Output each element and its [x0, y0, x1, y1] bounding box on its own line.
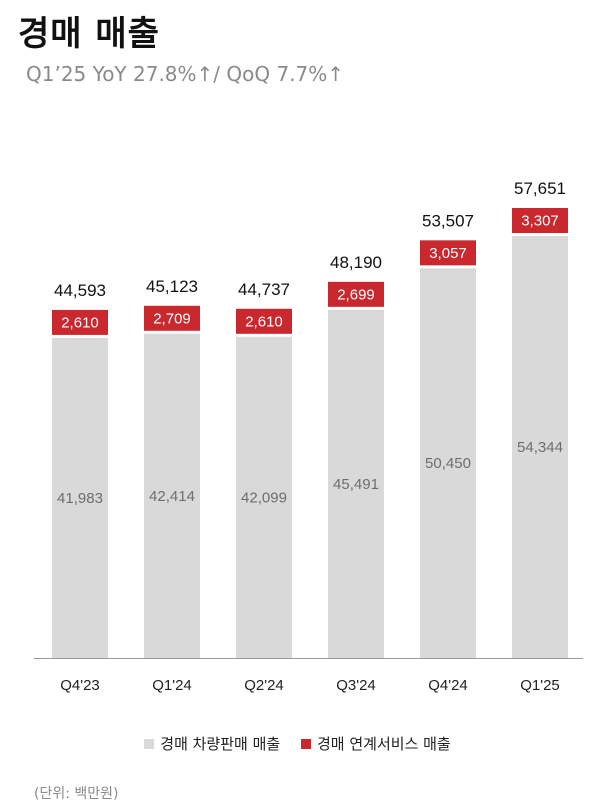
bar-service-0 — [52, 309, 108, 335]
bar-service-2 — [236, 308, 292, 334]
label-total-3: 48,190 — [330, 253, 382, 272]
label-base-5: 54,344 — [517, 439, 563, 456]
bar-base-2 — [236, 336, 292, 658]
x-tick-label-0: Q4'23 — [60, 677, 100, 694]
bar-base-5 — [512, 236, 568, 658]
bar-base-3 — [328, 309, 384, 658]
legend-label-service: 경매 연계서비스 매출 — [316, 735, 451, 753]
unit-note: (단위: 백만원) — [34, 786, 119, 802]
label-service-3: 2,699 — [337, 286, 375, 303]
label-service-5: 3,307 — [521, 213, 559, 230]
x-tick-label-5: Q1'25 — [520, 677, 560, 694]
label-total-2: 44,737 — [238, 280, 290, 299]
x-tick-label-2: Q2'24 — [244, 677, 284, 694]
label-total-0: 44,593 — [54, 281, 106, 300]
label-base-1: 42,414 — [149, 488, 195, 505]
label-service-1: 2,709 — [153, 310, 191, 327]
bar-base-4 — [420, 268, 476, 658]
bar-service-5 — [512, 208, 568, 233]
bar-service-4 — [420, 240, 476, 266]
x-tick-label-3: Q3'24 — [336, 677, 376, 694]
bar-base-1 — [144, 333, 200, 658]
x-tick-label-1: Q1'24 — [152, 677, 192, 694]
page-title: 경매 매출 — [18, 14, 160, 54]
legend-label-base: 경매 차량판매 매출 — [160, 735, 281, 753]
label-base-3: 45,491 — [333, 476, 379, 493]
label-total-4: 53,507 — [422, 211, 474, 230]
bar-service-1 — [144, 305, 200, 331]
label-base-2: 42,099 — [241, 489, 287, 506]
bar-base-0 — [52, 337, 108, 658]
label-base-4: 50,450 — [425, 455, 471, 472]
label-total-1: 45,123 — [146, 277, 198, 296]
legend-swatch-base — [144, 739, 155, 749]
legend-item-service: 경매 연계서비스 매출 — [300, 733, 451, 754]
label-service-2: 2,610 — [245, 313, 283, 330]
legend: 경매 차량판매 매출 경매 연계서비스 매출 — [0, 733, 595, 754]
x-tick-label-4: Q4'24 — [428, 677, 468, 694]
label-total-5: 57,651 — [514, 179, 566, 198]
page-subtitle: Q1’25 YoY 27.8%↑/ QoQ 7.7%↑ — [26, 62, 345, 86]
label-service-4: 3,057 — [429, 245, 467, 262]
label-base-0: 41,983 — [57, 490, 103, 507]
legend-swatch-service — [300, 739, 311, 749]
legend-item-base: 경매 차량판매 매출 — [144, 733, 280, 754]
bar-service-3 — [328, 281, 384, 307]
label-service-0: 2,610 — [61, 314, 99, 331]
stacked-bar-chart: 2,610 44,593 41,983 Q4'23 2,709 45,123 42,414 Q… — [34, 179, 583, 694]
